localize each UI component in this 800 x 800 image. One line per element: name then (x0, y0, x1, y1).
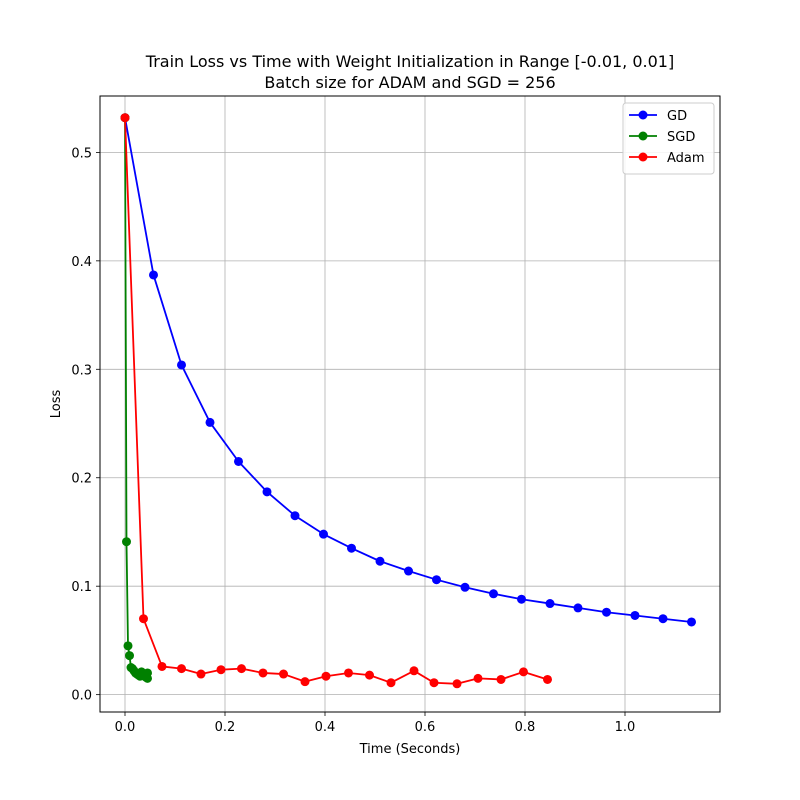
y-tick-label: 0.1 (71, 580, 92, 595)
x-tick-label: 0.0 (115, 720, 136, 735)
data-point-gd (404, 566, 413, 576)
series-sgd (120, 113, 152, 683)
series-adam (120, 113, 552, 689)
data-point-adam (237, 664, 246, 674)
data-point-gd (573, 603, 583, 613)
data-point-adam (139, 614, 148, 624)
data-point-gd (375, 556, 385, 566)
x-tick-label: 0.6 (415, 720, 436, 735)
data-point-adam (452, 679, 462, 689)
data-point-gd (347, 543, 356, 553)
y-tick-label: 0.3 (71, 363, 92, 378)
y-tick-label: 0.2 (71, 472, 92, 487)
data-point-gd (234, 456, 243, 466)
data-point-adam (386, 678, 396, 688)
chart-title: Train Loss vs Time with Weight Initializ… (145, 52, 674, 71)
data-point-sgd (122, 537, 131, 547)
data-point-gd (602, 607, 611, 617)
data-point-adam (196, 669, 206, 679)
legend-swatch-marker-adam (638, 152, 648, 162)
data-point-gd (177, 360, 186, 370)
data-point-adam (279, 669, 288, 679)
y-axis-label: Loss (49, 390, 64, 419)
x-tick-label: 0.8 (515, 720, 536, 735)
data-point-adam (365, 670, 374, 680)
data-point-gd (658, 614, 668, 624)
series-layer (120, 113, 696, 689)
data-point-sgd (123, 641, 133, 651)
series-gd (120, 113, 696, 627)
data-point-gd (290, 511, 300, 521)
data-point-gd (687, 617, 696, 627)
data-point-gd (149, 270, 158, 280)
plot-frame (99, 95, 721, 713)
data-point-gd (630, 610, 640, 620)
legend-swatch-marker-sgd (638, 131, 648, 141)
data-point-gd (460, 582, 470, 592)
data-point-sgd (143, 668, 152, 678)
data-point-adam (543, 674, 552, 684)
legend-swatch-marker-gd (638, 110, 648, 120)
data-point-gd (432, 575, 441, 585)
data-point-adam (344, 668, 353, 678)
data-point-sgd (125, 651, 134, 661)
data-point-adam (157, 661, 167, 671)
data-point-gd (319, 529, 328, 539)
y-tick-label: 0.4 (71, 255, 92, 270)
data-point-adam (321, 671, 331, 681)
data-point-adam (496, 674, 506, 684)
y-tick-label: 0.0 (71, 689, 92, 704)
legend: GD SGD Adam (622, 102, 715, 175)
data-point-adam (258, 668, 268, 678)
legend-label-sgd: SGD (667, 130, 695, 145)
y-tick-label: 0.5 (71, 146, 92, 161)
data-point-gd (489, 589, 498, 599)
x-tick-label: 0.2 (215, 720, 236, 735)
data-point-adam (177, 664, 186, 674)
data-point-gd (205, 417, 215, 427)
x-axis-label: Time (Seconds) (359, 742, 461, 757)
data-point-adam (473, 673, 483, 683)
x-tick-label: 0.4 (315, 720, 336, 735)
data-point-adam (216, 665, 226, 675)
data-point-adam (120, 113, 130, 123)
chart-subtitle: Batch size for ADAM and SGD = 256 (264, 73, 555, 92)
data-point-adam (519, 667, 528, 677)
data-point-adam (429, 678, 439, 688)
legend-label-gd: GD (667, 109, 687, 124)
x-tick-label: 1.0 (615, 720, 636, 735)
data-point-gd (517, 594, 526, 604)
data-point-gd (545, 599, 555, 609)
legend-label-adam: Adam (667, 151, 705, 166)
grid-layer (100, 96, 720, 712)
data-point-adam (409, 666, 419, 676)
data-point-gd (262, 487, 272, 497)
data-point-adam (300, 677, 310, 687)
tick-layer: 0.0 0.2 0.4 0.6 0.8 1.0 0.0 0.1 0.2 0.3 0.4 0.5 (71, 146, 635, 735)
